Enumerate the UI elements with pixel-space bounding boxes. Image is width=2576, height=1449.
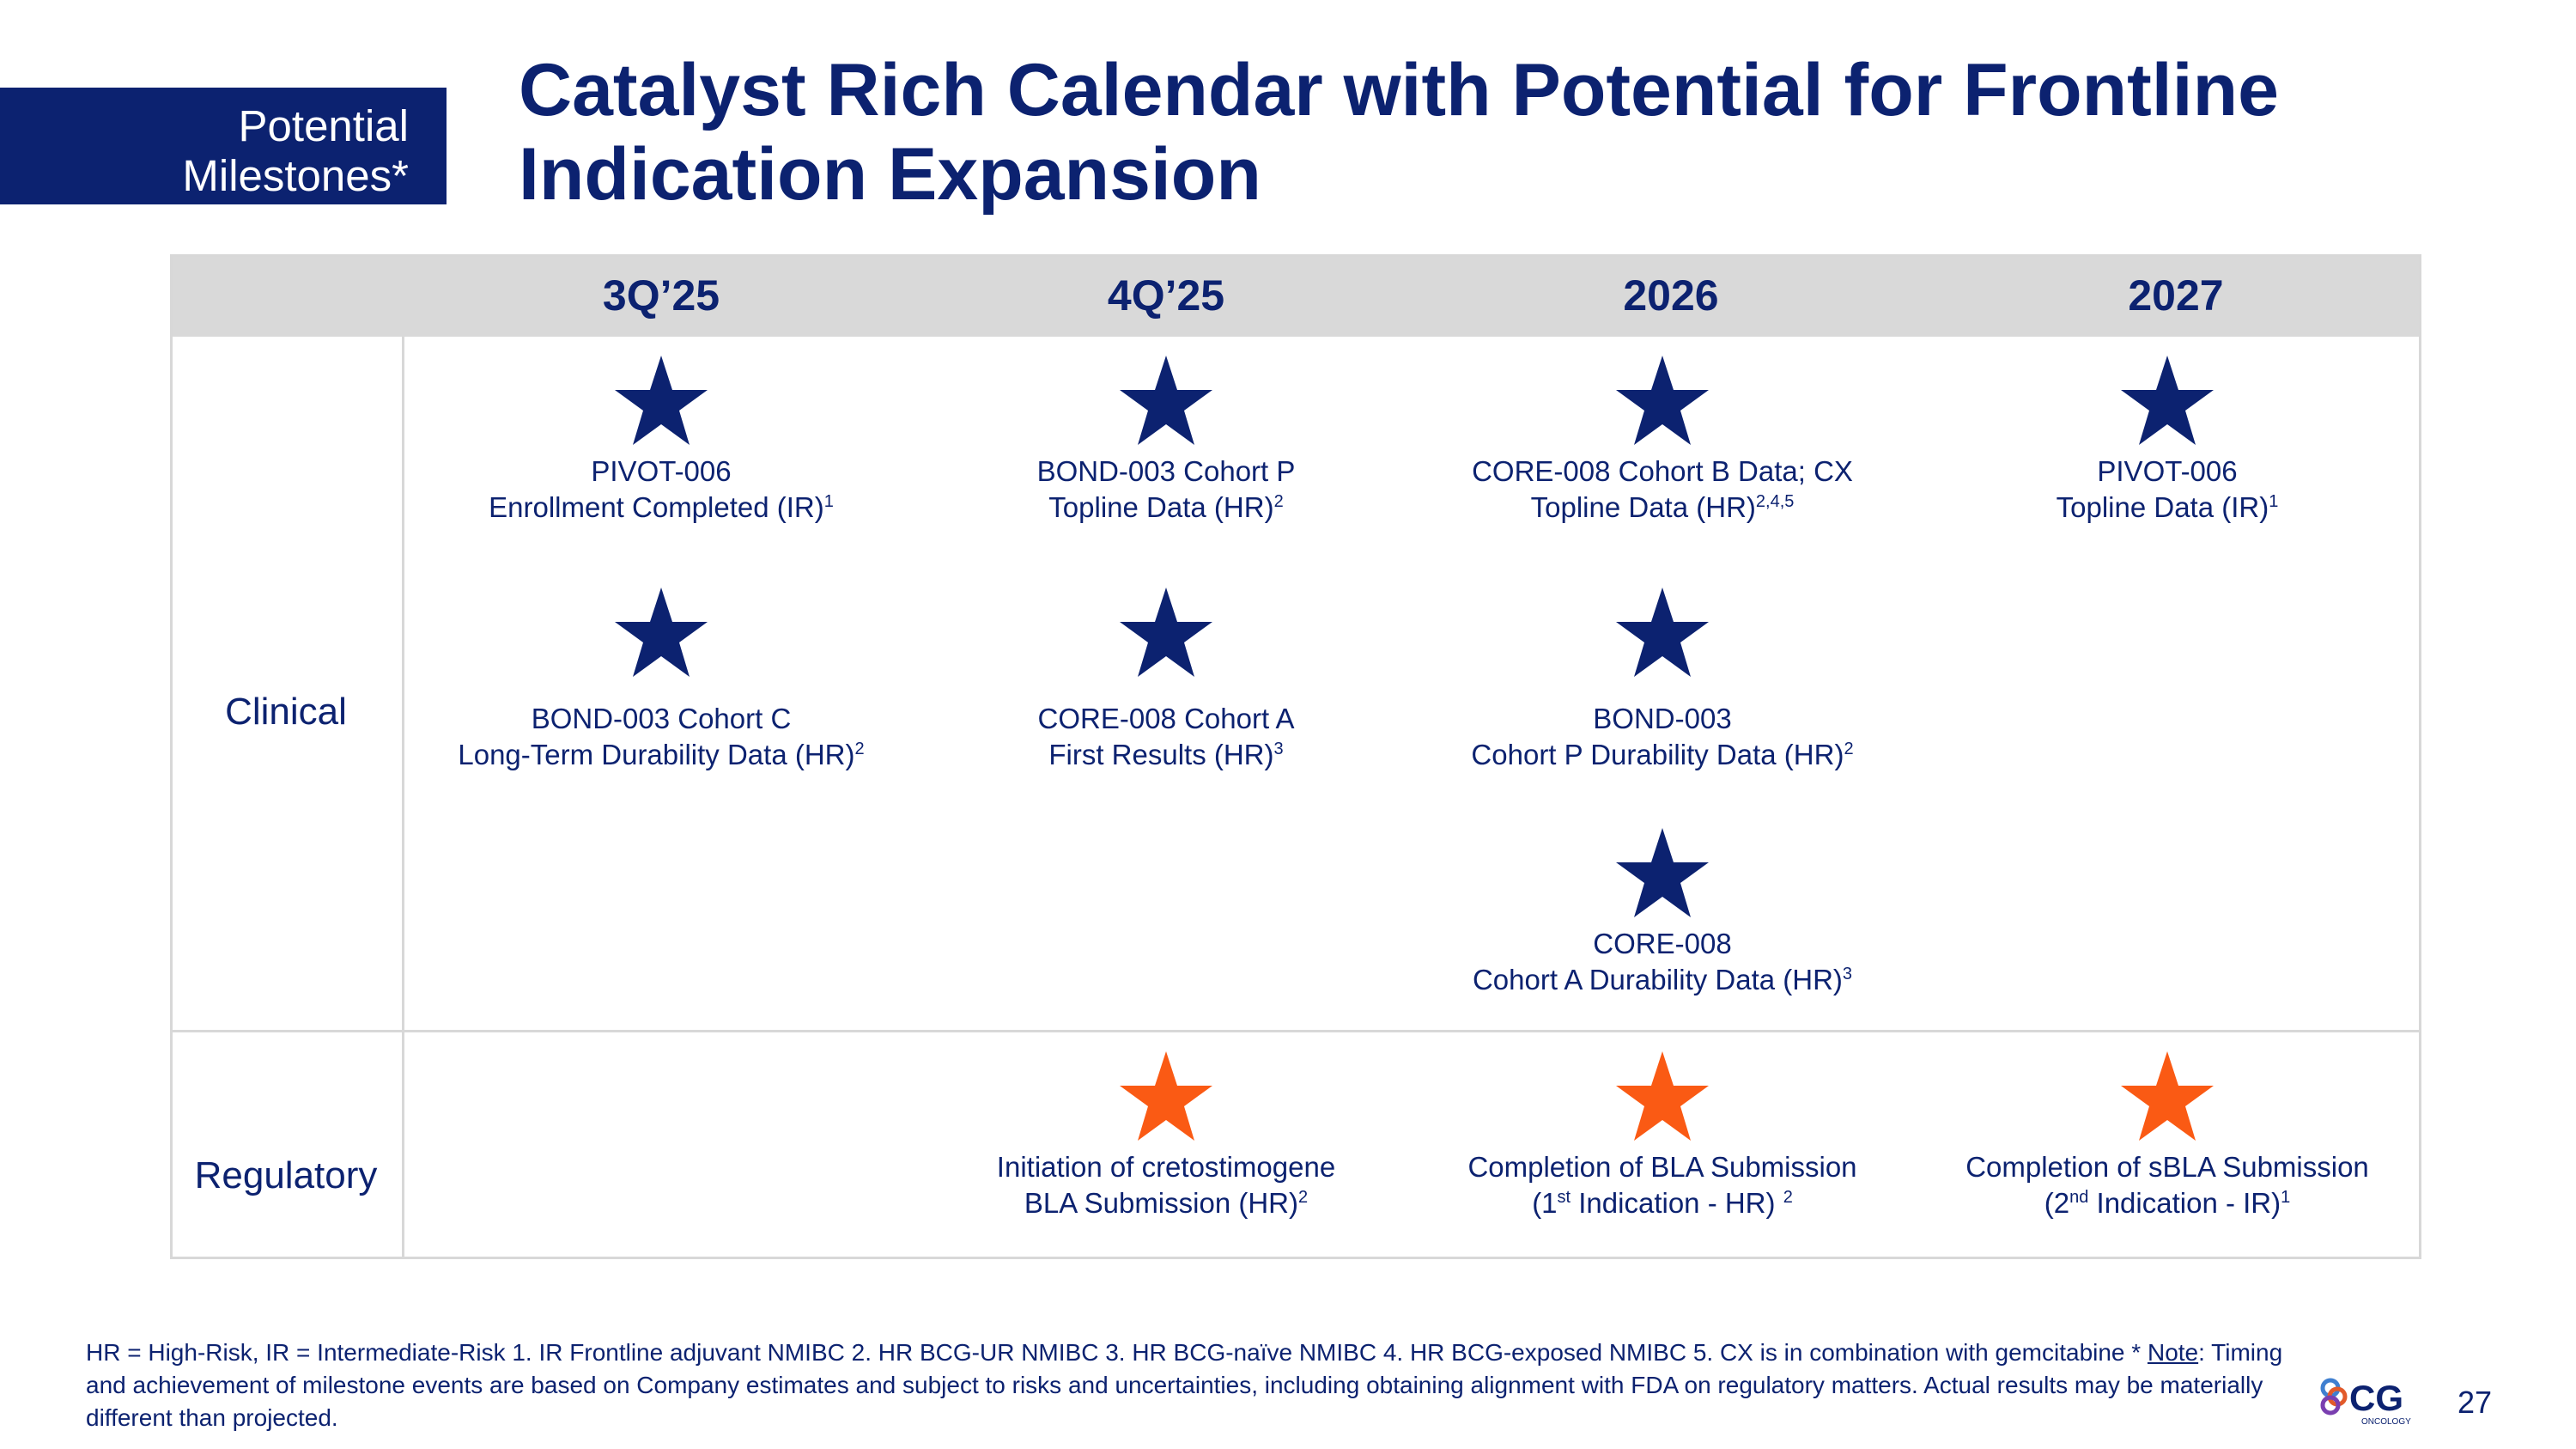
milestone-pivot006-enrollment: PIVOT-006 Enrollment Completed (IR)1 xyxy=(404,354,919,526)
page-title: Catalyst Rich Calendar with Potential fo… xyxy=(519,48,2408,216)
section-tag: Potential Milestones* xyxy=(0,88,447,204)
column-header-4q25: 4Q’25 xyxy=(1107,271,1225,320)
star-icon xyxy=(615,356,708,445)
page-title-line2: Indication Expansion xyxy=(519,133,1261,216)
timeline-grid xyxy=(170,254,2421,1259)
page-title-line1: Catalyst Rich Calendar with Potential fo… xyxy=(519,49,2279,131)
milestone-pivot006-topline: PIVOT-006 Topline Data (IR)1 xyxy=(1910,354,2425,526)
timeline-header-bar xyxy=(170,254,2421,337)
star-icon xyxy=(1616,828,1709,917)
row-divider xyxy=(170,1030,2421,1032)
section-tag-line2: Milestones* xyxy=(182,151,409,200)
milestone-line2: BLA Submission (HR)2 xyxy=(1024,1187,1309,1219)
milestone-line2: Cohort A Durability Data (HR)3 xyxy=(1472,964,1853,995)
milestone-bla-initiation: Initiation of cretostimogene BLA Submiss… xyxy=(908,1050,1424,1221)
milestone-line2: First Results (HR)3 xyxy=(1048,739,1284,770)
milestone-line2: (1st Indication - HR) 2 xyxy=(1532,1187,1793,1219)
milestone-line1: BOND-003 Cohort C xyxy=(531,703,792,734)
milestone-sbla-completion: Completion of sBLA Submission (2nd Indic… xyxy=(1910,1050,2425,1221)
milestone-line2: Topline Data (HR)2 xyxy=(1048,491,1284,523)
milestone-line1: Initiation of cretostimogene xyxy=(996,1151,1336,1183)
milestone-line2: Long-Term Durability Data (HR)2 xyxy=(458,739,865,770)
milestone-line2: Topline Data (HR)2,4,5 xyxy=(1530,491,1795,523)
svg-text:ONCOLOGY: ONCOLOGY xyxy=(2361,1417,2411,1427)
milestone-bla-completion: Completion of BLA Submission (1st Indica… xyxy=(1405,1050,1920,1221)
column-header-2027: 2027 xyxy=(2128,271,2224,320)
milestone-line1: CORE-008 Cohort A xyxy=(1037,703,1295,734)
milestone-bond003-cohort-p-durability: BOND-003 Cohort P Durability Data (HR)2 xyxy=(1405,586,1920,773)
column-header-2026: 2026 xyxy=(1623,271,1719,320)
star-icon xyxy=(1120,1051,1212,1141)
milestone-line1: CORE-008 xyxy=(1593,928,1732,959)
milestone-bond003-cohort-c: BOND-003 Cohort C Long-Term Durability D… xyxy=(404,586,919,773)
row-label-clinical: Clinical xyxy=(225,691,347,733)
milestone-line1: BOND-003 Cohort P xyxy=(1036,455,1296,487)
row-label-divider xyxy=(402,337,404,1259)
row-label-regulatory: Regulatory xyxy=(194,1154,378,1196)
milestone-bond003-cohort-p-topline: BOND-003 Cohort P Topline Data (HR)2 xyxy=(908,354,1424,526)
milestone-core008-cohort-a-durability: CORE-008 Cohort A Durability Data (HR)3 xyxy=(1405,826,1920,998)
cg-oncology-logo: CG ONCOLOGY xyxy=(2320,1378,2411,1427)
milestone-line1: PIVOT-006 xyxy=(591,455,732,487)
column-header-3q25: 3Q’25 xyxy=(602,271,720,320)
milestone-line1: CORE-008 Cohort B Data; CX xyxy=(1472,455,1853,487)
svg-text:CG: CG xyxy=(2349,1378,2403,1418)
milestone-line2: (2nd Indication - IR)1 xyxy=(2044,1187,2291,1219)
milestone-core008-cohort-a-first: CORE-008 Cohort A First Results (HR)3 xyxy=(908,586,1424,773)
star-icon xyxy=(1120,356,1212,445)
star-icon xyxy=(1120,588,1212,677)
page-number: 27 xyxy=(2458,1385,2493,1420)
milestone-line2: Enrollment Completed (IR)1 xyxy=(489,491,834,523)
milestone-line2: Cohort P Durability Data (HR)2 xyxy=(1471,739,1854,770)
footnote: HR = High-Risk, IR = Intermediate-Risk 1… xyxy=(86,1339,2283,1431)
milestone-line2: Topline Data (IR)1 xyxy=(2056,491,2279,523)
star-icon xyxy=(2121,356,2214,445)
star-icon xyxy=(1616,588,1709,677)
section-tag-line1: Potential xyxy=(238,101,409,150)
milestone-core008-cohort-b: CORE-008 Cohort B Data; CX Topline Data … xyxy=(1405,354,1920,526)
milestone-line1: PIVOT-006 xyxy=(2097,455,2238,487)
star-icon xyxy=(2121,1051,2214,1141)
milestone-line1: BOND-003 xyxy=(1593,703,1732,734)
milestone-line1: Completion of BLA Submission xyxy=(1467,1151,1857,1183)
star-icon xyxy=(615,588,708,677)
milestone-line1: Completion of sBLA Submission xyxy=(1965,1151,2369,1183)
star-icon xyxy=(1616,356,1709,445)
star-icon xyxy=(1616,1051,1709,1141)
